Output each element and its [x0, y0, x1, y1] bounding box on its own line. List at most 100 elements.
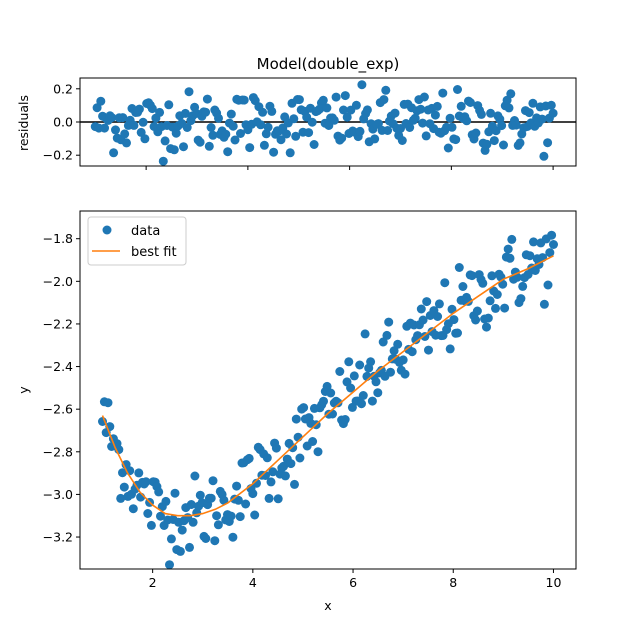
legend-frame: [87, 216, 187, 266]
residual-point: [447, 122, 457, 132]
data-point: [386, 367, 395, 377]
residual-point: [307, 117, 317, 127]
residual-point: [122, 138, 131, 148]
data-point: [378, 337, 388, 347]
residual-point: [373, 119, 383, 129]
residual-point: [169, 145, 179, 155]
data-point: [458, 282, 468, 291]
main-ytick-label: −2.0: [43, 274, 73, 289]
main-ytick-label: −2.8: [43, 444, 73, 459]
residual-point: [100, 123, 109, 133]
main-xtick-label: 8: [449, 575, 457, 590]
residual-point: [351, 100, 361, 110]
data-point: [424, 345, 433, 355]
data-point: [418, 315, 428, 325]
residual-point: [285, 148, 295, 158]
residual-point: [465, 98, 475, 107]
residual-point: [337, 133, 347, 143]
residual-point: [140, 134, 150, 144]
data-point: [471, 315, 481, 325]
data-point: [373, 388, 383, 398]
residuals-title: Model(double_exp): [257, 55, 400, 74]
residual-point: [230, 135, 240, 145]
residuals-ylabel: residuals: [16, 95, 31, 151]
residual-point: [184, 87, 194, 97]
data-point: [248, 489, 258, 499]
data-point: [165, 560, 174, 570]
best-fit-line: [101, 255, 554, 517]
data-point: [487, 271, 497, 281]
residual-point: [239, 95, 249, 105]
residual-point: [383, 126, 393, 135]
data-point: [525, 251, 535, 261]
residual-point: [263, 122, 273, 132]
residual-point: [489, 136, 499, 146]
data-point: [134, 468, 144, 478]
data-point: [355, 360, 365, 370]
residual-point: [228, 121, 238, 131]
data-point: [206, 493, 216, 503]
data-point: [518, 281, 528, 291]
residual-point: [226, 109, 236, 119]
residual-point: [416, 104, 426, 114]
data-point: [177, 525, 187, 535]
data-point: [340, 415, 350, 424]
residual-point: [445, 113, 455, 123]
residual-point: [357, 80, 367, 90]
residual-point: [294, 95, 304, 105]
data-point: [485, 296, 495, 306]
data-point: [434, 299, 444, 309]
residual-point: [206, 123, 216, 132]
residual-point: [109, 148, 119, 158]
residual-point: [355, 126, 365, 136]
residuals-ytick-label: −0.2: [43, 148, 73, 163]
data-point: [313, 447, 323, 457]
data-point: [185, 542, 194, 552]
residual-point: [443, 143, 453, 153]
data-point: [400, 369, 410, 379]
data-point: [103, 398, 113, 408]
residual-point: [96, 96, 106, 106]
residual-point: [223, 147, 233, 157]
residual-point: [204, 141, 214, 151]
residual-point: [419, 92, 429, 102]
residual-point: [511, 120, 521, 130]
data-point: [146, 520, 156, 530]
residual-point: [221, 129, 231, 139]
residual-point: [506, 89, 516, 99]
residual-point: [430, 110, 440, 120]
residual-point: [476, 109, 486, 119]
data-point: [326, 388, 336, 398]
data-point: [279, 461, 289, 471]
data-point: [447, 304, 457, 314]
main-xtick-label: 2: [149, 575, 157, 590]
data-point: [291, 414, 301, 424]
residual-point: [471, 128, 481, 138]
data-point: [478, 278, 488, 288]
residual-point: [318, 95, 328, 105]
residual-point: [202, 94, 212, 104]
data-point: [286, 459, 296, 469]
residual-point: [201, 107, 211, 117]
residual-point: [390, 108, 400, 118]
residual-point: [118, 113, 128, 123]
data-point: [398, 355, 408, 365]
data-point: [210, 536, 220, 546]
data-point: [195, 490, 205, 500]
data-point: [228, 532, 238, 542]
data-point: [445, 344, 455, 354]
data-point: [190, 471, 200, 481]
residual-point: [289, 114, 299, 124]
data-point: [472, 306, 482, 316]
data-point: [271, 443, 281, 453]
residual-point: [331, 92, 341, 102]
data-point: [273, 494, 283, 504]
main-ytick-label: −2.4: [43, 359, 73, 374]
residual-point: [171, 128, 181, 138]
residual-point: [138, 117, 148, 127]
residual-point: [129, 120, 139, 130]
residual-point: [462, 116, 472, 126]
main-ytick-label: −1.8: [43, 231, 73, 246]
data-point: [322, 381, 332, 391]
residuals-points: [90, 80, 558, 166]
